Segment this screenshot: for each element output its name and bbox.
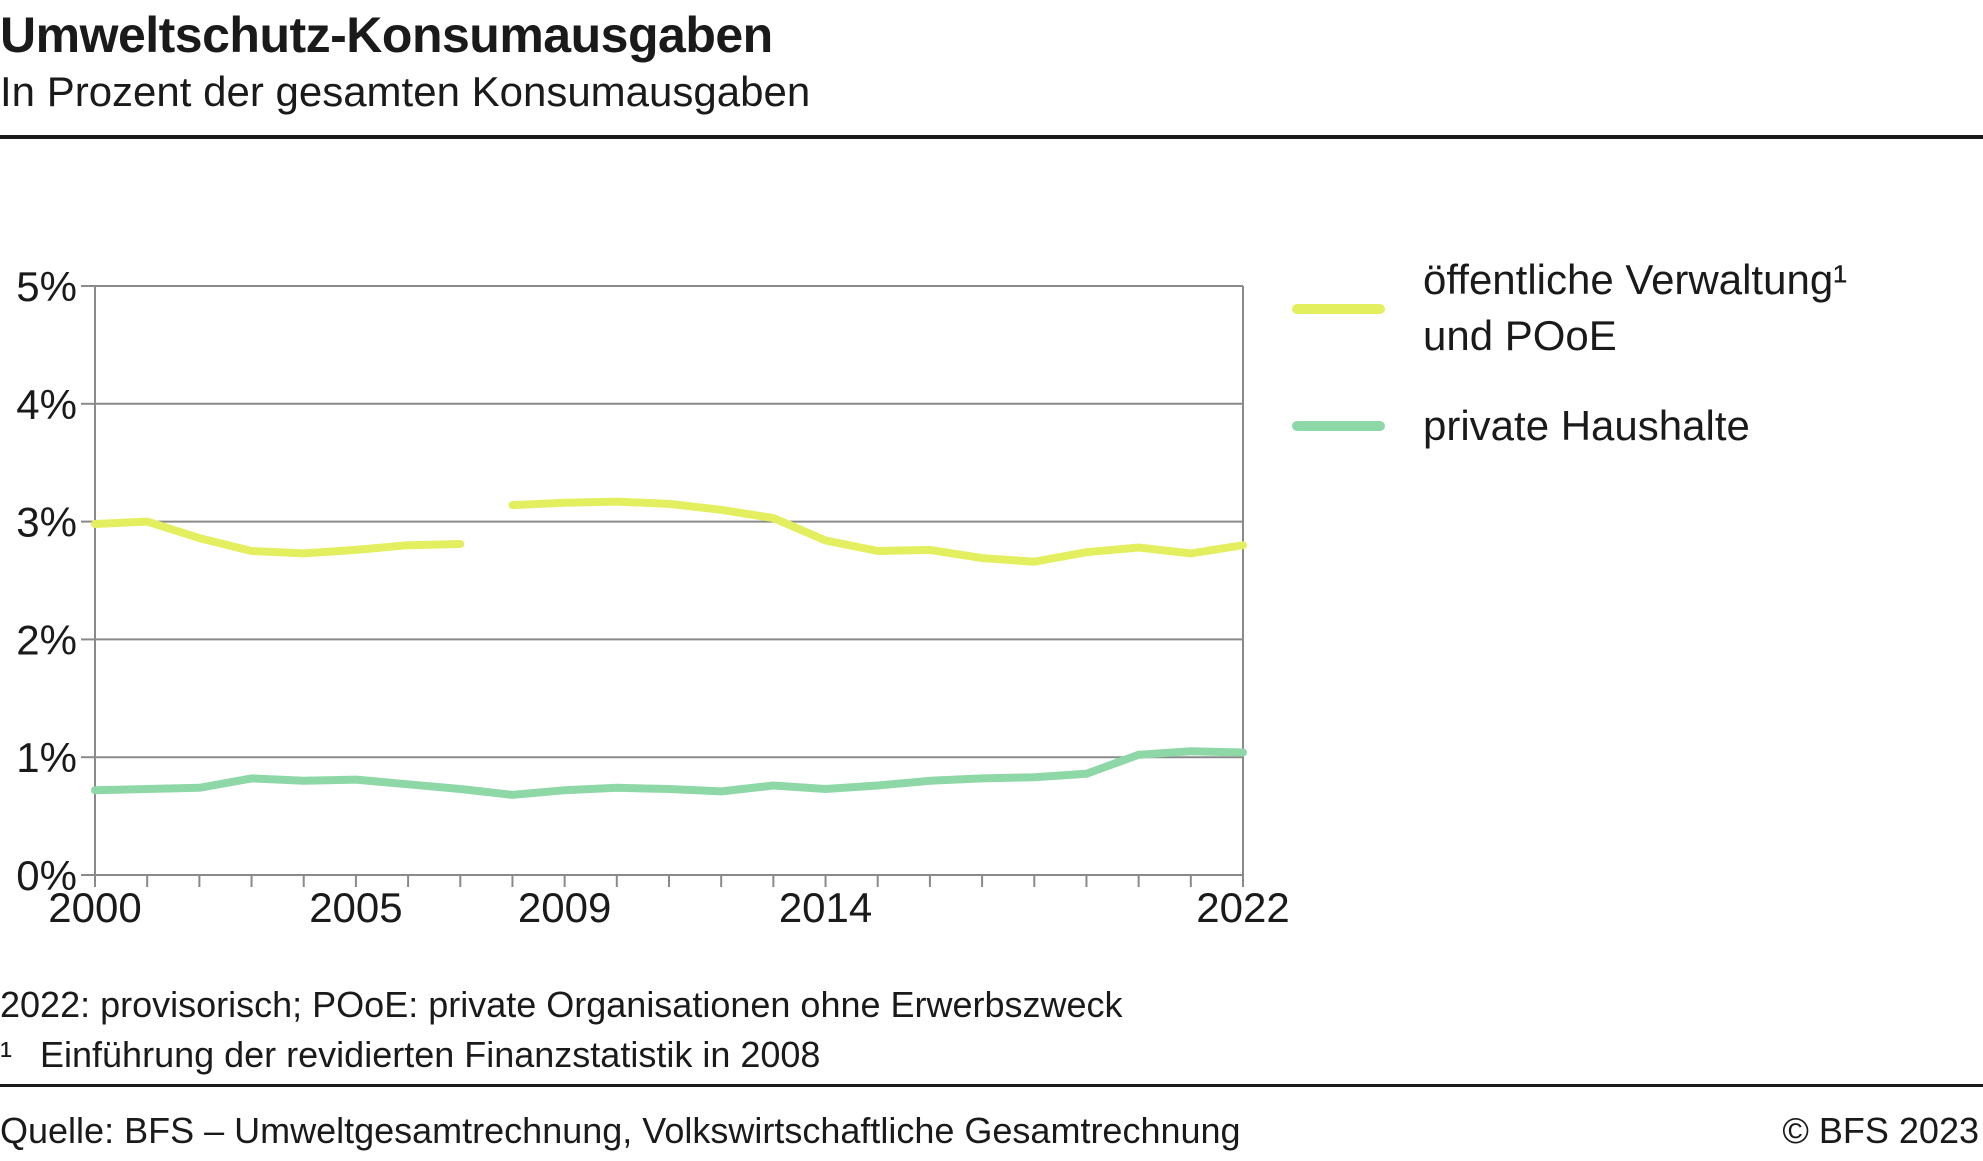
line-chart: 0% 1% 2% 3% 4% 5% 2000 2005 2009 2014 2022 (16, 263, 1289, 931)
chart-subtitle: In Prozent der gesamten Konsumausgaben (0, 68, 811, 115)
legend-swatch-public-admin (1292, 304, 1385, 314)
footnote-text: Einführung der revidierten Finanzstatist… (40, 1034, 821, 1075)
legend-label-public-admin-line1: öffentliche Verwaltung¹ (1423, 256, 1848, 303)
y-tick-label: 3% (16, 499, 77, 546)
copyright-text: © BFS 2023 (1782, 1110, 1979, 1151)
chart-footnote: ¹ Einführung der revidierten Finanzstatis… (0, 1034, 820, 1076)
legend-swatch-households (1292, 421, 1385, 431)
x-tick-label: 2005 (309, 884, 402, 931)
chart-note: 2022: provisorisch; POoE: private Organi… (0, 984, 1123, 1025)
series-line-0 (91, 517, 465, 558)
y-tick-label: 1% (16, 734, 77, 781)
top-divider (0, 135, 1983, 139)
x-tick-label: 2014 (779, 884, 872, 931)
x-tick-label: 2022 (1196, 884, 1289, 931)
legend-label-public-admin: öffentliche Verwaltung¹ und POoE (1423, 252, 1847, 364)
source-text: Quelle: BFS – Umweltgesamtrechnung, Volk… (0, 1110, 1241, 1151)
x-tick-label: 2000 (48, 884, 141, 931)
bottom-divider (0, 1084, 1983, 1087)
chart-title: Umweltschutz-Konsumausgaben (0, 7, 773, 63)
y-tick-label: 5% (16, 263, 77, 310)
y-tick-label: 0% (16, 852, 77, 899)
legend-label-public-admin-line2: und POoE (1423, 312, 1617, 359)
y-tick-label: 2% (16, 616, 77, 663)
footnote-marker: ¹ (0, 1034, 12, 1075)
legend-label-households: private Haushalte (1423, 402, 1750, 449)
x-tick-label: 2009 (518, 884, 611, 931)
series-line-0 (508, 497, 1247, 566)
y-tick-label: 4% (16, 381, 77, 428)
